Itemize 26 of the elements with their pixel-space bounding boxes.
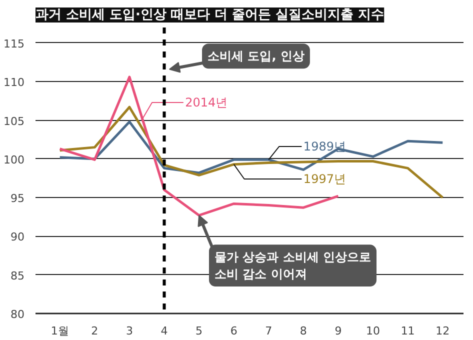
y-tick-label: 90 (10, 230, 25, 244)
x-tick-label: 11 (400, 324, 415, 338)
series-label: 1989년 (303, 140, 346, 154)
x-tick-label: 3 (126, 324, 133, 338)
x-tick-label: 6 (230, 324, 238, 338)
series-label: 1997년 (303, 172, 346, 186)
x-tick-label: 10 (366, 324, 380, 338)
annotation: 소비세 도입, 인상 (208, 49, 304, 64)
x-tick-label: 7 (265, 324, 272, 338)
chart-title: 과거 소비세 도입·인상 때보다 더 줄어든 실질소비지출 지수 (36, 8, 384, 22)
x-tick-label: 8 (300, 324, 307, 338)
annotation: 물가 상승과 소비세 인상으로 소비 감소 이어져 (214, 250, 372, 281)
y-tick-label: 100 (4, 153, 25, 166)
x-tick-label: 4 (160, 324, 168, 338)
y-tick-label: 80 (10, 308, 25, 321)
x-tick-label: 1월 (50, 324, 69, 338)
text: 2014년 (185, 95, 228, 110)
x-tick-label: 2 (91, 324, 98, 338)
y-tick-label: 115 (4, 37, 25, 50)
y-tick-label: 95 (10, 192, 25, 206)
x-tick-label: 12 (436, 324, 450, 338)
y-tick-label: 85 (10, 269, 25, 282)
x-tick-label: 5 (196, 324, 203, 338)
y-tick-label: 110 (4, 76, 25, 90)
y-tick-label: 105 (4, 114, 25, 128)
x-tick-label: 9 (334, 324, 342, 338)
